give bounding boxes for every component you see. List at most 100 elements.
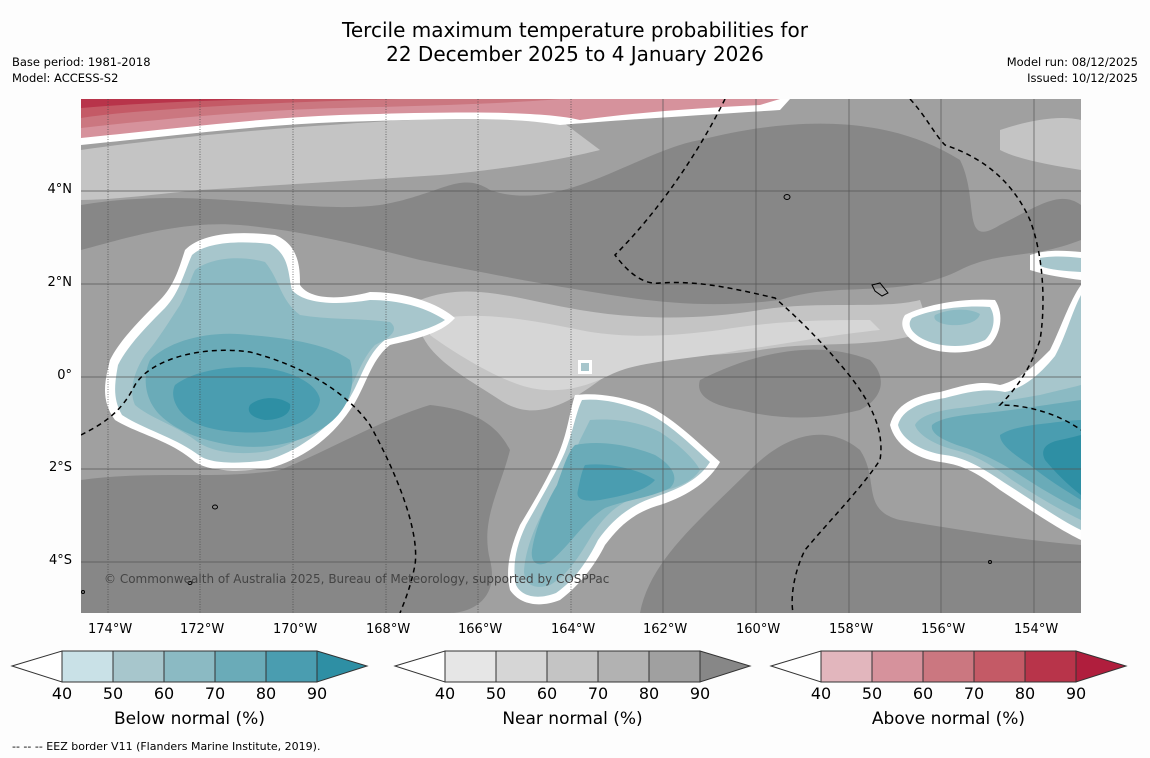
- colorbar-tick: 60: [912, 684, 934, 703]
- colorbar-near-normal: [393, 650, 752, 683]
- colorbar-title-below: Below normal (%): [114, 709, 265, 729]
- below-normal-west-90: [248, 398, 291, 420]
- graticule-longitudes: [107, 99, 572, 613]
- issued-date: Issued: 10/12/2025: [1027, 71, 1138, 85]
- colorbar-title-above: Above normal (%): [871, 709, 1026, 729]
- lon-label: 160°W: [736, 622, 781, 637]
- colorbar-tick: 90: [306, 684, 328, 703]
- lat-label: 0°: [57, 368, 72, 383]
- lat-label: 2°S: [48, 460, 72, 475]
- lat-label: 4°S: [48, 553, 72, 568]
- lon-label: 154°W: [1014, 622, 1059, 637]
- islands: [81, 194, 992, 594]
- colorbar-tick: 80: [1014, 684, 1036, 703]
- colorbar-segment: [10, 650, 63, 683]
- colorbar-tick: 50: [485, 684, 507, 703]
- lon-label: 170°W: [273, 622, 318, 637]
- model-run: Model run: 08/12/2025: [1006, 55, 1138, 69]
- colorbar-title-near: Near normal (%): [502, 709, 643, 729]
- colorbar-segment: [973, 650, 1026, 683]
- base-period: Base period: 1981-2018: [12, 55, 151, 69]
- near-normal-band-dark-southeast: [640, 434, 1081, 613]
- graticule-latitudes: [81, 190, 1081, 563]
- island: [212, 504, 218, 510]
- colorbar-segment: [648, 650, 701, 683]
- colorbar-tick: 90: [1065, 684, 1087, 703]
- colorbar-tick: 40: [51, 684, 73, 703]
- colorbar-tick: 80: [638, 684, 660, 703]
- colorbar-tick: 60: [536, 684, 558, 703]
- lon-label: 156°W: [921, 622, 966, 637]
- colorbar-segment: [112, 650, 165, 683]
- colorbar-tick: 80: [255, 684, 277, 703]
- chart-title: Tercile maximum temperature probabilitie…: [0, 18, 1150, 66]
- below-normal-west-80: [173, 367, 320, 433]
- island: [81, 590, 85, 594]
- colorbar-tick: 60: [153, 684, 175, 703]
- lon-label: 162°W: [643, 622, 688, 637]
- colorbar-segment: [61, 650, 114, 683]
- colorbar-segment: [163, 650, 216, 683]
- colorbar-tick: 90: [689, 684, 711, 703]
- colorbar-tick: 40: [434, 684, 456, 703]
- colorbar-tick: 70: [963, 684, 985, 703]
- colorbar-segment: [769, 650, 822, 683]
- near-normal-lighter-band: [430, 315, 880, 391]
- colorbar-segment: [546, 650, 599, 683]
- colorbar-segment: [265, 650, 318, 683]
- island: [187, 581, 193, 585]
- colorbar-segment: [214, 650, 267, 683]
- colorbar-segment: [444, 650, 497, 683]
- below-normal-center-dot-fill: [581, 363, 589, 371]
- below-normal-east-large-90: [1043, 435, 1081, 495]
- island: [988, 560, 992, 564]
- eez-borders: [81, 99, 1081, 613]
- colorbar-segment: [1075, 650, 1128, 683]
- lon-label: 174°W: [88, 622, 133, 637]
- near-normal-top-right-light: [1000, 118, 1081, 170]
- eez-border-east: [909, 99, 1081, 431]
- lon-label: 172°W: [180, 622, 225, 637]
- colorbar-below-normal: [10, 650, 369, 683]
- colorbar-tick: 50: [102, 684, 124, 703]
- colorbar-segment: [495, 650, 548, 683]
- above-normal-70: [81, 99, 400, 118]
- eez-legend-note: -- -- -- EEZ border V11 (Flanders Marine…: [12, 740, 321, 753]
- colorbar-segment: [316, 650, 369, 683]
- below-normal-east-small-core: [934, 309, 980, 326]
- eez-border-center: [614, 99, 882, 613]
- island: [783, 194, 791, 200]
- meta-left: Base period: 1981-2018 Model: ACCESS-S2: [12, 54, 151, 86]
- colorbar-segment: [871, 650, 924, 683]
- meta-right: Model run: 08/12/2025 Issued: 10/12/2025: [1007, 54, 1138, 86]
- colorbar-tick: 40: [810, 684, 832, 703]
- title-line-2: 22 December 2025 to 4 January 2026: [386, 42, 764, 66]
- lon-label: 164°W: [551, 622, 596, 637]
- lon-label: 166°W: [458, 622, 503, 637]
- colorbar-segment: [820, 650, 873, 683]
- colorbar-segment: [699, 650, 752, 683]
- lat-label: 2°N: [47, 275, 73, 290]
- colorbar-segment: [922, 650, 975, 683]
- colorbar-tick: 70: [204, 684, 226, 703]
- near-normal-top-light: [81, 117, 600, 200]
- near-normal-band-dark-north: [81, 123, 1081, 305]
- island: [871, 282, 889, 297]
- near-normal-dark-mid: [699, 349, 881, 418]
- lat-label: 4°N: [47, 182, 73, 197]
- colorbar-segment: [597, 650, 650, 683]
- near-normal-band-dark-south: [81, 405, 510, 613]
- colorbar-segment: [393, 650, 446, 683]
- colorbar-segment: [1024, 650, 1077, 683]
- lon-label: 168°W: [366, 622, 411, 637]
- title-line-1: Tercile maximum temperature probabilitie…: [342, 18, 808, 42]
- graticule-longitudes-right: [662, 99, 1035, 613]
- below-normal-northeast-patch-fill: [1040, 256, 1081, 272]
- copyright-notice: © Commonwealth of Australia 2025, Bureau…: [104, 572, 610, 586]
- lon-label: 158°W: [829, 622, 874, 637]
- below-normal-center-80: [577, 464, 655, 501]
- colorbar-tick: 50: [861, 684, 883, 703]
- colorbar-above-normal: [769, 650, 1128, 683]
